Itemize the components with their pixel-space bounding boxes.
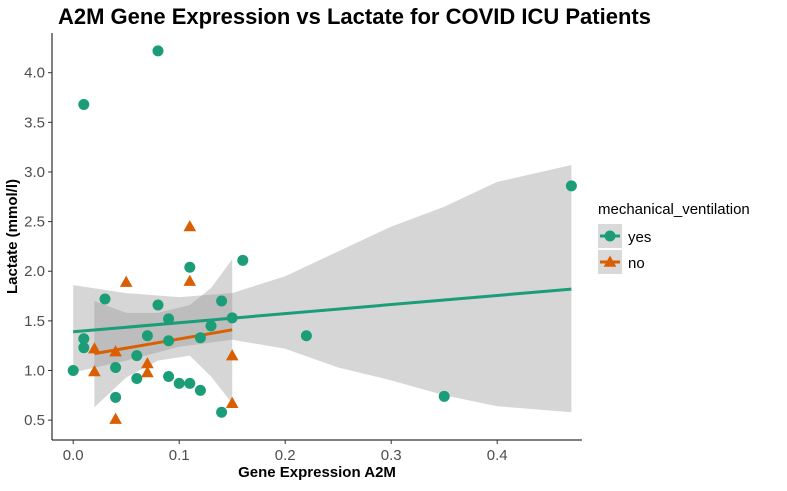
data-point-yes xyxy=(194,384,206,396)
data-point-yes xyxy=(141,330,153,342)
data-point-yes xyxy=(131,350,143,362)
confidence-band-no xyxy=(94,259,233,408)
y-tick-label: 0.5 xyxy=(24,412,45,429)
data-point-no xyxy=(88,365,101,377)
y-tick-label: 2.0 xyxy=(24,263,45,280)
legend-title: mechanical_ventilation xyxy=(598,201,750,218)
data-point-yes xyxy=(438,390,450,402)
y-tick-label: 3.0 xyxy=(24,164,45,181)
data-point-yes xyxy=(226,312,238,324)
x-tick-label: 0.1 xyxy=(169,447,190,464)
data-point-no xyxy=(183,274,197,286)
data-point-yes xyxy=(565,180,577,192)
data-point-yes xyxy=(110,391,122,403)
legend-label: no xyxy=(628,255,645,272)
data-point-no xyxy=(88,342,101,354)
axes: 0.5 1.0 1.5 2.0 2.5 3.0 3.5 4.0 0.0 0.1 0.2 0.3 0.4 xyxy=(24,33,582,464)
data-point-yes xyxy=(216,406,228,418)
x-tick-label: 0.4 xyxy=(487,447,508,464)
legend-item-yes: yes xyxy=(598,224,651,248)
data-point-no xyxy=(109,412,122,424)
data-point-yes xyxy=(237,254,249,266)
data-point-no xyxy=(225,349,239,361)
data-point-yes xyxy=(173,377,185,389)
x-tick-label: 0.2 xyxy=(275,447,296,464)
data-point-no xyxy=(141,366,154,378)
data-point-yes xyxy=(184,261,196,273)
data-point-yes xyxy=(78,333,90,345)
y-tick-label: 1.5 xyxy=(24,313,45,330)
y-tick-label: 1.0 xyxy=(24,363,45,380)
data-point-yes xyxy=(78,98,90,110)
data-point-no xyxy=(183,220,197,232)
data-point-yes xyxy=(110,362,122,374)
y-tick-label: 2.5 xyxy=(24,214,45,231)
legend-key-marker xyxy=(603,255,617,267)
y-tick-label: 3.5 xyxy=(24,114,45,131)
confidence-bands xyxy=(73,165,572,413)
data-point-yes xyxy=(152,45,164,57)
data-point-yes xyxy=(67,365,79,377)
data-point-no xyxy=(119,275,133,287)
y-tick-label: 4.0 xyxy=(24,65,45,82)
data-point-no xyxy=(225,396,239,408)
data-point-yes xyxy=(131,372,143,384)
data-point-yes xyxy=(163,313,175,325)
data-point-yes xyxy=(194,332,206,344)
legend: mechanical_ventilation yes no xyxy=(598,201,750,274)
data-point-yes xyxy=(163,335,175,347)
data-points xyxy=(67,45,577,424)
chart-title: A2M Gene Expression vs Lactate for COVID… xyxy=(58,4,651,29)
data-point-yes xyxy=(78,342,90,354)
confidence-band-yes xyxy=(73,165,572,413)
y-axis-title: Lactate (mmol/l) xyxy=(4,179,21,294)
legend-label: yes xyxy=(628,229,651,246)
fit-line-yes xyxy=(73,287,572,334)
x-tick-label: 0.0 xyxy=(63,447,84,464)
x-axis-title: Gene Expression A2M xyxy=(238,464,396,481)
data-point-no xyxy=(109,345,122,357)
data-point-yes xyxy=(205,320,217,332)
data-point-no xyxy=(141,357,154,369)
legend-item-no: no xyxy=(598,250,645,274)
legend-key-marker xyxy=(604,230,616,242)
x-tick-label: 0.3 xyxy=(381,447,402,464)
data-point-yes xyxy=(300,330,312,342)
data-point-yes xyxy=(184,377,196,389)
data-point-yes xyxy=(99,293,111,305)
data-point-yes xyxy=(152,299,164,311)
data-point-yes xyxy=(216,295,228,307)
data-point-yes xyxy=(163,370,175,382)
